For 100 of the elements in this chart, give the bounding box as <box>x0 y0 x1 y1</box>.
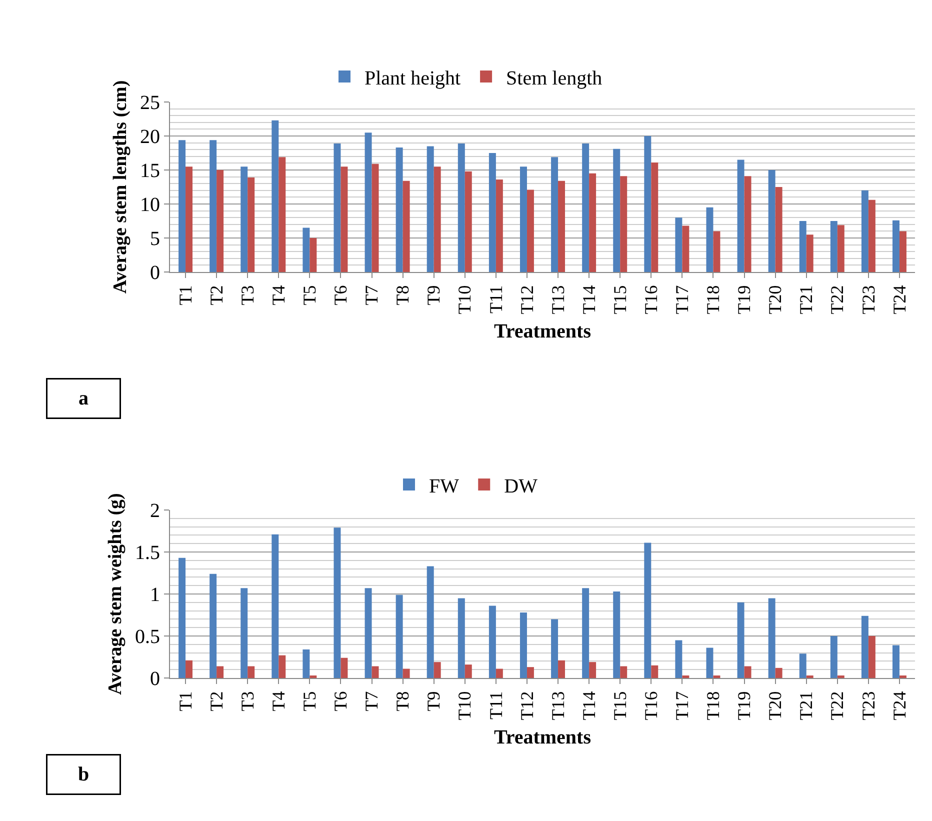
bar <box>737 160 744 272</box>
x-tick-label: T11 <box>486 285 506 314</box>
bar <box>744 176 752 272</box>
x-tick-label: T3 <box>237 285 258 306</box>
x-tick-label: T5 <box>300 285 320 306</box>
bar <box>830 636 838 678</box>
legend-label: DW <box>504 475 538 498</box>
bar <box>620 666 628 678</box>
bar <box>558 180 566 272</box>
bar <box>675 640 682 678</box>
bar <box>551 619 558 678</box>
x-tick-label: T4 <box>268 691 288 712</box>
bar <box>775 668 782 678</box>
bar <box>278 157 286 272</box>
bar <box>799 221 806 272</box>
x-tick-label: T1 <box>175 691 196 712</box>
bar <box>248 666 255 678</box>
bar <box>372 164 379 272</box>
bar <box>582 143 590 272</box>
bar <box>364 132 372 272</box>
bar <box>806 675 814 678</box>
bar <box>210 574 217 678</box>
bar <box>240 166 248 272</box>
x-tick-label: T18 <box>703 691 724 720</box>
x-tick-label: T3 <box>237 691 258 712</box>
x-tick-label: T17 <box>672 285 692 314</box>
x-tick-label: T7 <box>362 285 382 306</box>
bar <box>706 648 714 678</box>
x-tick-label: T14 <box>578 691 599 720</box>
bar <box>868 636 876 678</box>
bar <box>278 655 286 678</box>
bar <box>216 170 224 272</box>
bar <box>372 666 379 678</box>
bar <box>892 645 900 678</box>
x-tick-label: T9 <box>424 285 444 306</box>
bar <box>272 534 279 678</box>
bar <box>589 173 596 272</box>
x-tick-label: T20 <box>765 691 786 720</box>
y-axis-title: Average stem lengths (cm) <box>110 80 131 294</box>
bar <box>272 120 279 272</box>
bar <box>426 146 434 272</box>
bar <box>830 221 838 272</box>
x-axis-title: Treatments <box>494 320 592 343</box>
bar <box>899 675 906 678</box>
bar <box>496 668 503 678</box>
bar <box>402 668 410 678</box>
bar <box>434 662 441 678</box>
legend-label: FW <box>429 475 460 498</box>
x-tick-label: T24 <box>889 691 910 720</box>
x-tick-label: T16 <box>641 285 661 314</box>
x-tick-label: T22 <box>827 691 848 720</box>
bar <box>837 675 844 678</box>
x-tick-label: T7 <box>362 691 382 712</box>
x-tick-label: T4 <box>268 285 288 306</box>
x-tick-label: T11 <box>486 691 506 720</box>
bar <box>589 662 596 678</box>
bar <box>402 180 410 272</box>
x-tick-label: T23 <box>858 285 878 314</box>
x-tick-label: T10 <box>454 285 475 314</box>
bar <box>675 218 682 272</box>
x-tick-label: T10 <box>454 691 475 720</box>
bar <box>396 594 403 678</box>
bar <box>364 588 372 678</box>
y-tick-label: 15 <box>140 160 160 182</box>
bar <box>644 542 652 678</box>
bar <box>186 166 193 272</box>
bar <box>458 143 465 272</box>
bar <box>775 187 782 272</box>
bar <box>520 612 527 678</box>
bar <box>526 190 534 272</box>
bar <box>240 588 248 678</box>
x-tick-label: T19 <box>734 285 754 314</box>
bar <box>806 234 814 272</box>
legend-label: Stem length <box>506 67 602 90</box>
y-tick-label: 20 <box>140 126 160 148</box>
bar <box>582 588 590 678</box>
x-tick-label: T8 <box>392 691 413 712</box>
x-tick-label: T21 <box>796 691 816 720</box>
bar <box>651 162 658 272</box>
bar <box>496 180 503 272</box>
bar <box>613 148 620 272</box>
bar <box>396 148 403 272</box>
bar <box>613 591 620 678</box>
bar <box>713 231 720 272</box>
x-tick-label: T5 <box>300 691 320 712</box>
bar <box>210 140 217 272</box>
y-axis-title: Average stem weights (g) <box>104 493 126 695</box>
x-tick-label: T19 <box>734 691 754 720</box>
bar <box>488 153 496 272</box>
x-tick-label: T2 <box>206 691 226 712</box>
bar <box>526 667 534 678</box>
bar <box>488 606 496 678</box>
bar <box>551 157 558 272</box>
bar <box>334 143 341 272</box>
y-tick-label: 2 <box>150 500 160 522</box>
bar <box>426 566 434 678</box>
bar <box>744 666 752 678</box>
x-tick-label: T14 <box>578 285 599 314</box>
bar <box>340 166 348 272</box>
bar <box>892 220 900 272</box>
